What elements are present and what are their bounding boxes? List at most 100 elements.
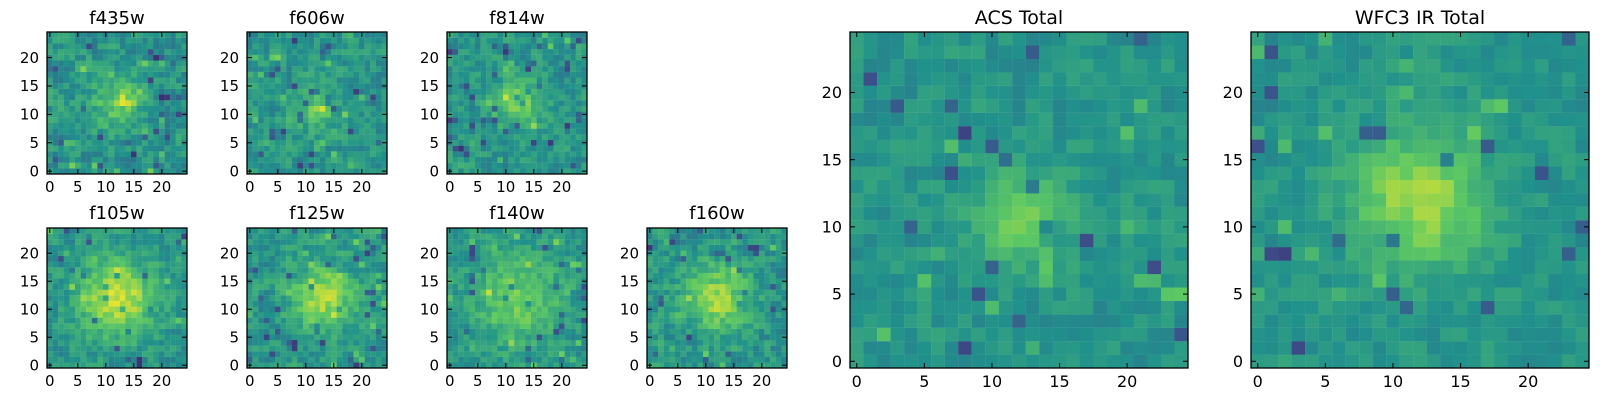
heatmap-cell-7-5-3	[663, 334, 670, 341]
heatmap-cell-1-18-23	[175, 66, 182, 72]
heatmap-cell-4-15-18	[147, 278, 154, 285]
x-tick-label-6-0: 0	[445, 372, 455, 390]
heatmap-cell-3-14-13	[519, 88, 526, 95]
heatmap-cell-8-10-12	[1012, 220, 1026, 234]
heatmap-cell-7-8-14	[725, 317, 732, 324]
heatmap-cell-6-3-19	[553, 345, 560, 352]
x-tick-label-7-2: 10	[696, 372, 715, 390]
heatmap-cell-3-16-3	[463, 77, 470, 84]
heatmap-cell-3-14-16	[536, 88, 543, 95]
heatmap-cell-5-3-14	[325, 345, 332, 352]
heatmap-cell-4-7-1	[52, 323, 59, 329]
heatmap-cell-3-6-11	[508, 134, 515, 141]
heatmap-cell-3-2-7	[486, 156, 492, 163]
heatmap-cell-7-8-13	[719, 317, 726, 324]
panel-title-2: f606w	[289, 8, 344, 29]
heatmap-cell-4-24-7	[86, 228, 92, 234]
heatmap-cell-8-13-13	[1025, 179, 1040, 194]
heatmap-cell-4-7-8	[91, 323, 98, 329]
heatmap-cell-2-8-23	[375, 122, 382, 129]
heatmap-cell-4-2-14	[125, 351, 132, 357]
heatmap-cell-1-13-17	[142, 94, 148, 101]
heatmap-cell-7-16-9	[697, 272, 704, 279]
heatmap-cell-7-16-12	[714, 272, 720, 279]
heatmap-cell-6-17-10	[503, 267, 509, 273]
heatmap-cell-2-13-13	[319, 94, 326, 101]
heatmap-cell-5-17-4	[269, 267, 276, 273]
heatmap-cell-6-14-0	[447, 284, 453, 290]
heatmap-cell-5-22-16	[336, 239, 343, 245]
heatmap-cell-6-16-10	[503, 272, 509, 279]
heatmap-cell-4-17-15	[131, 267, 137, 273]
heatmap-cell-1-4-23	[175, 145, 182, 152]
heatmap-cell-4-10-12	[114, 306, 120, 313]
heatmap-cell-5-13-12	[314, 289, 320, 296]
heatmap-cell-1-7-20	[159, 128, 165, 135]
heatmap-cell-7-20-21	[764, 250, 771, 257]
heatmap-cell-4-12-16	[136, 295, 143, 301]
heatmap-cell-6-16-15	[531, 272, 537, 279]
heatmap-cell-6-10-18	[547, 306, 554, 313]
heatmap-cell-2-16-21	[364, 77, 371, 84]
heatmap-cell-3-24-24	[581, 32, 588, 38]
heatmap-cell-3-7-20	[559, 128, 565, 135]
heatmap-cell-8-11-1	[863, 206, 878, 221]
heatmap-cell-5-12-13	[319, 295, 326, 301]
heatmap-cell-7-23-21	[764, 233, 771, 240]
heatmap-cell-7-1-7	[686, 356, 692, 363]
heatmap-cell-8-3-13	[1025, 314, 1040, 328]
heatmap-cell-2-22-1	[252, 43, 259, 50]
heatmap-cell-6-23-18	[547, 233, 554, 240]
heatmap-cell-4-14-9	[97, 284, 104, 290]
heatmap-cell-1-21-12	[114, 49, 120, 55]
heatmap-cell-4-16-16	[136, 272, 143, 279]
heatmap-cell-8-13-19	[1106, 179, 1121, 194]
heatmap-cell-2-4-1	[252, 145, 259, 152]
heatmap-cell-4-2-21	[164, 351, 171, 357]
heatmap-cell-1-2-3	[63, 156, 70, 163]
heatmap-cell-8-6-20	[1120, 273, 1135, 288]
heatmap-cell-2-5-13	[319, 139, 326, 146]
heatmap-cell-1-22-0	[47, 43, 53, 50]
heatmap-cell-3-0-19	[553, 168, 560, 175]
heatmap-cell-7-6-15	[731, 328, 737, 335]
heatmap-cell-6-3-1	[452, 345, 459, 352]
heatmap-cell-7-7-4	[669, 323, 676, 329]
heatmap-cell-5-11-9	[297, 300, 304, 307]
heatmap-cell-7-11-5	[675, 300, 681, 307]
heatmap-cell-1-14-22	[170, 88, 176, 95]
heatmap-cell-4-1-19	[153, 356, 160, 363]
heatmap-cell-2-8-24	[381, 122, 388, 129]
heatmap-cell-5-24-1	[252, 228, 259, 234]
heatmap-cell-6-12-7	[486, 295, 492, 301]
heatmap-cell-4-22-2	[58, 239, 64, 245]
heatmap-cell-7-8-12	[714, 317, 720, 324]
heatmap-cell-2-13-10	[303, 94, 309, 101]
heatmap-cell-1-2-0	[47, 156, 53, 163]
heatmap-cell-1-11-13	[119, 105, 126, 112]
heatmap-cell-6-23-13	[519, 233, 526, 240]
heatmap-cell-5-5-10	[303, 334, 309, 341]
heatmap-cell-1-13-18	[147, 94, 154, 101]
heatmap-cell-6-11-13	[519, 300, 526, 307]
heatmap-cell-2-0-12	[314, 168, 320, 175]
heatmap-cell-7-22-15	[731, 239, 737, 245]
heatmap-cell-4-9-4	[69, 312, 76, 318]
heatmap-cell-3-8-18	[547, 122, 554, 129]
heatmap-cell-5-6-2	[258, 328, 264, 335]
heatmap-cell-6-18-0	[447, 261, 453, 268]
heatmap-cell-2-0-8	[291, 168, 298, 175]
heatmap-cell-7-12-6	[680, 295, 687, 301]
heatmap-cell-1-6-3	[63, 134, 70, 141]
heatmap-cell-3-14-0	[447, 88, 453, 95]
heatmap-cell-5-19-21	[364, 256, 371, 262]
heatmap-cell-3-17-20	[559, 71, 565, 78]
heatmap-cell-5-4-22	[370, 340, 376, 346]
heatmap-cell-3-23-3	[463, 37, 470, 44]
heatmap-cell-6-13-18	[547, 289, 554, 296]
heatmap-cell-4-13-7	[86, 289, 92, 296]
heatmap-cell-7-15-11	[708, 278, 715, 285]
heatmap-cell-3-22-6	[480, 43, 487, 50]
heatmap-cell-6-0-19	[553, 362, 560, 369]
heatmap-cell-4-7-24	[181, 323, 188, 329]
